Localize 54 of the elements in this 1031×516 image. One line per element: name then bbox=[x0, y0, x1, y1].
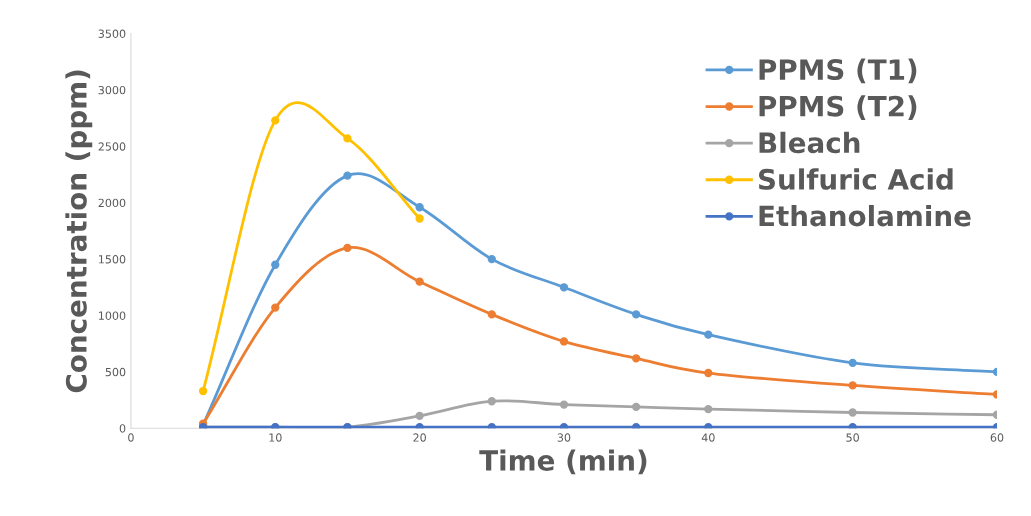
y-tick-label: 3000 bbox=[98, 85, 126, 95]
y-tick-label: 2000 bbox=[98, 198, 126, 208]
legend-label: Ethanolamine bbox=[759, 204, 971, 227]
point bbox=[415, 422, 424, 429]
y-axis-title: Concentration (ppm) bbox=[65, 70, 93, 393]
y-tick-label: 2500 bbox=[98, 142, 126, 151]
point bbox=[271, 116, 280, 125]
x-tick-label: 10 bbox=[269, 433, 282, 442]
y-tick-label: 0 bbox=[119, 424, 126, 433]
legend-label: Sulfuric Acid bbox=[758, 168, 953, 190]
x-tick-label: 30 bbox=[557, 433, 571, 442]
y-tick-label: 3500 bbox=[98, 29, 126, 38]
point bbox=[631, 354, 641, 363]
point bbox=[415, 203, 424, 212]
point bbox=[559, 283, 569, 292]
x-tick-label: 40 bbox=[701, 433, 715, 442]
point bbox=[631, 422, 641, 429]
legend-label: PPMS (T2) bbox=[759, 95, 917, 120]
legend-label: Bleach bbox=[759, 131, 860, 154]
point bbox=[848, 422, 857, 429]
point bbox=[704, 404, 713, 414]
point bbox=[271, 303, 280, 312]
point bbox=[343, 134, 352, 143]
point bbox=[487, 254, 496, 264]
point bbox=[343, 171, 352, 180]
y-tick-label: 1500 bbox=[99, 255, 126, 264]
point bbox=[415, 277, 424, 286]
point bbox=[271, 260, 280, 269]
x-tick-label: 20 bbox=[413, 433, 426, 442]
point bbox=[848, 408, 857, 417]
point bbox=[631, 402, 641, 412]
point bbox=[559, 422, 569, 429]
x-tick-label: 0 bbox=[128, 433, 134, 442]
point bbox=[487, 397, 496, 406]
y-tick-label: 1000 bbox=[99, 311, 126, 320]
point bbox=[704, 422, 713, 429]
point bbox=[559, 400, 569, 409]
y-tick-label: 500 bbox=[105, 367, 126, 377]
x-tick-label: 60 bbox=[990, 433, 1004, 442]
point bbox=[848, 381, 857, 390]
x-tick-label: 50 bbox=[846, 433, 859, 442]
point bbox=[487, 310, 496, 319]
legend-label: PPMS (T1) bbox=[759, 58, 917, 84]
point bbox=[704, 330, 713, 339]
point bbox=[415, 411, 424, 421]
point bbox=[631, 310, 641, 319]
point bbox=[415, 214, 424, 223]
x-axis-title: Time (min) bbox=[479, 449, 647, 475]
point bbox=[704, 368, 713, 378]
point bbox=[559, 337, 569, 346]
point bbox=[343, 243, 352, 252]
point bbox=[487, 422, 496, 429]
point bbox=[848, 358, 857, 368]
point bbox=[198, 386, 208, 396]
